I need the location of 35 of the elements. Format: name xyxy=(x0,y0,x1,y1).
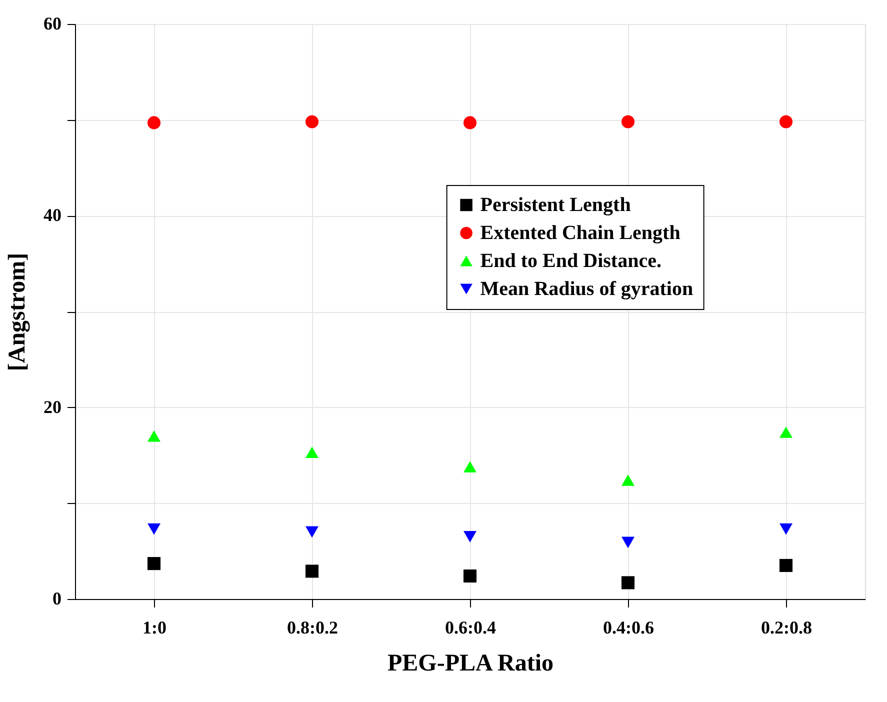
point xyxy=(147,116,161,130)
x-tick-label: 0.2:0.8 xyxy=(761,618,812,638)
point xyxy=(305,526,319,538)
point xyxy=(779,115,793,128)
x-tick-label: 0.8:0.2 xyxy=(287,618,338,638)
point xyxy=(779,426,793,438)
y-tick-label: 0 xyxy=(52,588,62,608)
y-tick-label: 40 xyxy=(44,205,62,226)
legend-label: Extented Chain Length xyxy=(480,222,680,244)
point xyxy=(463,461,477,472)
x-tick-label: 0.6:0.4 xyxy=(445,618,496,638)
legend-label: Persistent Length xyxy=(480,194,631,216)
x-axis-title: PEG-PLA Ratio xyxy=(388,650,554,676)
point xyxy=(147,430,161,442)
x-tick-label: 1:0 xyxy=(142,618,166,638)
legend-label: End to End Distance. xyxy=(480,250,662,272)
legend-label: Mean Radius of gyration xyxy=(480,278,694,300)
y-tick-label: 20 xyxy=(44,396,62,417)
point xyxy=(305,115,319,128)
point xyxy=(463,531,477,542)
point xyxy=(779,558,793,572)
point xyxy=(463,569,477,583)
x-tick-label: 0.4:0.6 xyxy=(603,618,654,638)
point xyxy=(621,576,635,590)
point xyxy=(305,446,319,458)
point xyxy=(621,536,635,548)
y-tick-label: 60 xyxy=(44,14,62,34)
point xyxy=(147,523,161,535)
y-axis-title: [Angstrom] xyxy=(4,252,30,372)
point xyxy=(147,557,161,570)
point xyxy=(779,523,793,535)
point xyxy=(621,115,635,128)
point xyxy=(305,564,319,578)
point xyxy=(463,116,477,130)
point xyxy=(621,474,635,486)
